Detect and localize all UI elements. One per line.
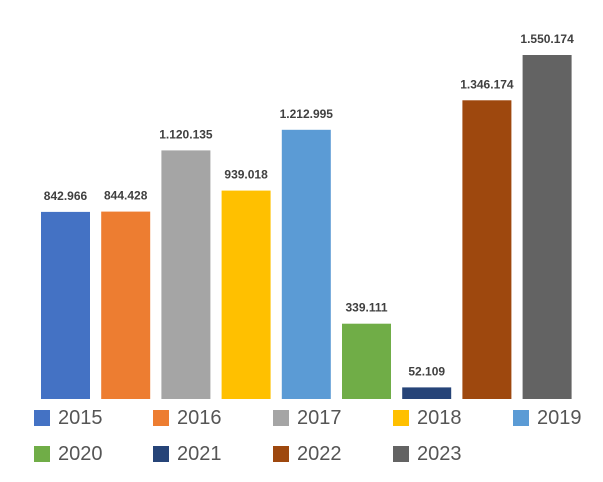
legend-item-2016: 2016 bbox=[153, 404, 222, 432]
bar-2017 bbox=[161, 150, 211, 399]
legend-label-2017: 2017 bbox=[297, 407, 342, 429]
data-label-2015: 842.966 bbox=[44, 189, 88, 203]
data-label-2022: 1.346.174 bbox=[460, 77, 514, 91]
legend-swatch-2016 bbox=[153, 410, 169, 426]
legend-item-2021: 2021 bbox=[153, 440, 222, 468]
legend-swatch-2015 bbox=[34, 410, 50, 426]
bar-chart: 842.966 844.428 1.120.135 939.018 1.212.995 3… bbox=[41, 32, 574, 400]
bar-2023 bbox=[522, 55, 572, 399]
legend-swatch-2019 bbox=[513, 410, 529, 426]
legend-item-2020: 2020 bbox=[34, 440, 103, 468]
legend-item-2023: 2023 bbox=[393, 440, 462, 468]
data-label-2016: 844.428 bbox=[104, 189, 148, 203]
bar-2018 bbox=[221, 190, 271, 399]
bar-2019 bbox=[281, 129, 331, 400]
legend-label-2016: 2016 bbox=[177, 407, 222, 429]
legend-swatch-2018 bbox=[393, 410, 409, 426]
data-label-2020: 339.111 bbox=[345, 301, 387, 315]
bar-2022 bbox=[462, 100, 512, 400]
data-label-2021: 52.109 bbox=[408, 364, 445, 378]
bar-2020 bbox=[342, 323, 391, 399]
bar-2016 bbox=[101, 211, 151, 399]
legend-swatch-2021 bbox=[153, 446, 169, 462]
legend: 2015 2016 2017 2018 2019 2020 2021 2022 … bbox=[0, 400, 603, 482]
legend-item-2015: 2015 bbox=[34, 404, 103, 432]
legend-item-2018: 2018 bbox=[393, 404, 462, 432]
data-label-2019: 1.212.995 bbox=[280, 107, 334, 121]
legend-item-2017: 2017 bbox=[273, 404, 342, 432]
legend-swatch-2017 bbox=[273, 410, 289, 426]
legend-swatch-2022 bbox=[273, 446, 289, 462]
legend-item-2019: 2019 bbox=[513, 404, 582, 432]
bar-2015 bbox=[41, 211, 90, 399]
bar-2021 bbox=[402, 387, 452, 399]
legend-label-2023: 2023 bbox=[417, 443, 462, 465]
legend-label-2021: 2021 bbox=[177, 443, 222, 465]
data-label-2023: 1.550.174 bbox=[520, 32, 574, 46]
legend-item-2022: 2022 bbox=[273, 440, 342, 468]
legend-label-2018: 2018 bbox=[417, 407, 462, 429]
data-label-2017: 1.120.135 bbox=[159, 127, 213, 141]
legend-swatch-2023 bbox=[393, 446, 409, 462]
legend-swatch-2020 bbox=[34, 446, 50, 462]
legend-label-2019: 2019 bbox=[537, 407, 582, 429]
legend-label-2015: 2015 bbox=[58, 407, 103, 429]
legend-label-2020: 2020 bbox=[58, 443, 103, 465]
data-label-2018: 939.018 bbox=[224, 168, 268, 182]
legend-label-2022: 2022 bbox=[297, 443, 342, 465]
